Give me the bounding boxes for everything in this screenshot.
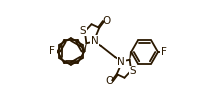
Polygon shape	[83, 43, 86, 52]
Text: N: N	[91, 36, 99, 46]
Text: F: F	[161, 47, 167, 57]
Polygon shape	[130, 52, 132, 60]
Text: F: F	[49, 46, 55, 57]
Text: O: O	[102, 16, 110, 26]
Text: S: S	[130, 66, 136, 76]
Text: N: N	[117, 57, 125, 67]
Text: S: S	[80, 26, 86, 36]
Text: O: O	[106, 76, 114, 86]
